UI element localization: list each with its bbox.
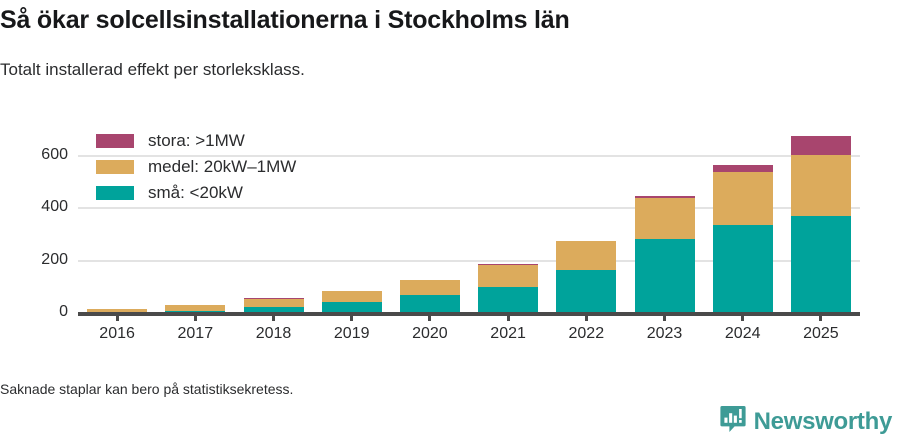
bar-segment-large[interactable] <box>243 298 304 300</box>
x-axis-tick-label: 2022 <box>568 325 605 342</box>
x-axis-tick-mark <box>350 312 354 321</box>
x-axis-tick-label: 2016 <box>99 325 135 342</box>
legend-item-medium[interactable]: medel: 20kW–1MW <box>96 154 296 180</box>
x-axis-tick-mark <box>115 312 119 321</box>
bar-segment-medium[interactable] <box>321 290 382 303</box>
bar-segment-medium[interactable] <box>165 305 226 311</box>
x-axis-baseline <box>78 312 860 316</box>
y-axis-tick-label: 200 <box>41 250 68 268</box>
page-title: Så ökar solcellsinstallationerna i Stock… <box>0 6 570 34</box>
gridline <box>78 259 860 262</box>
bar-segment-large[interactable] <box>634 196 695 199</box>
bar-group[interactable] <box>165 305 226 312</box>
x-axis-tick-mark <box>584 312 588 321</box>
legend-label: stora: >1MW <box>148 131 245 150</box>
bar-segment-medium[interactable] <box>556 241 617 271</box>
legend-swatch-medium <box>96 160 134 174</box>
bar-segment-medium[interactable] <box>87 308 148 312</box>
bar-segment-small[interactable] <box>634 239 695 312</box>
x-axis-tick-label: 2019 <box>333 325 370 342</box>
legend-item-small[interactable]: små: <20kW <box>96 180 296 206</box>
x-axis-tick-label: 2024 <box>724 325 761 342</box>
footnote: Saknade staplar kan bero på statistiksek… <box>0 381 294 397</box>
bar-segment-small[interactable] <box>321 302 382 312</box>
x-axis-tick-label: 2025 <box>803 325 839 342</box>
bar-segment-large[interactable] <box>478 263 539 265</box>
stacked-bar-chart: 0 200 400 600 2016 2017 2018 2019 2020 2021 2022 2… <box>0 110 900 365</box>
x-axis-tick-label: 2020 <box>412 325 448 342</box>
bar-segment-medium[interactable] <box>243 299 304 307</box>
bar-segment-medium[interactable] <box>478 264 539 287</box>
bar-group[interactable] <box>87 308 148 312</box>
bar-segment-small[interactable] <box>478 286 539 312</box>
bar-segment-medium[interactable] <box>634 198 695 240</box>
bar-group[interactable] <box>556 241 617 312</box>
newsworthy-brand: Newsworthy <box>720 405 892 438</box>
bar-group[interactable] <box>399 279 460 312</box>
bar-group[interactable] <box>321 290 382 312</box>
bar-segment-small[interactable] <box>712 224 773 312</box>
y-axis-tick-label: 400 <box>41 198 68 216</box>
x-axis-tick-label: 2018 <box>255 325 292 342</box>
newsworthy-wordmark: Newsworthy <box>753 407 893 435</box>
x-axis-tick-mark <box>819 312 823 321</box>
legend-item-large[interactable]: stora: >1MW <box>96 128 296 154</box>
x-axis-tick-mark <box>272 312 275 321</box>
x-axis-tick-label: 2021 <box>490 325 526 342</box>
bar-group[interactable] <box>634 196 695 312</box>
chart-legend: stora: >1MW medel: 20kW–1MW små: <20kW <box>96 128 296 206</box>
bar-group[interactable] <box>790 136 851 312</box>
bar-segment-small[interactable] <box>399 295 460 312</box>
legend-swatch-small <box>96 186 134 200</box>
x-axis-tick-mark <box>741 312 745 321</box>
bar-segment-medium[interactable] <box>712 171 773 225</box>
bar-segment-small[interactable] <box>165 310 226 312</box>
page-subtitle: Totalt installerad effekt per storlekskl… <box>0 60 305 79</box>
bar-segment-small[interactable] <box>243 306 304 312</box>
legend-swatch-large <box>96 134 134 148</box>
y-axis-tick-label: 600 <box>41 146 68 164</box>
bar-segment-large[interactable] <box>712 165 773 172</box>
y-axis-tick-label: 0 <box>59 303 68 320</box>
x-axis-tick-mark <box>663 312 666 321</box>
x-axis-tick-label: 2017 <box>177 325 214 342</box>
bar-segment-small[interactable] <box>790 216 851 312</box>
bar-segment-medium[interactable] <box>399 279 460 296</box>
gridline <box>78 207 860 210</box>
x-axis-tick-mark <box>193 312 197 321</box>
x-axis-tick-label: 2023 <box>646 325 683 342</box>
legend-label: medel: 20kW–1MW <box>148 157 297 176</box>
gridline <box>78 155 860 158</box>
bar-group[interactable] <box>478 263 539 312</box>
x-axis-tick-mark <box>428 312 432 321</box>
bar-group[interactable] <box>243 298 304 312</box>
bar-segment-large[interactable] <box>790 136 851 156</box>
bar-group[interactable] <box>712 165 773 312</box>
bar-segment-medium[interactable] <box>790 155 851 217</box>
legend-label: små: <20kW <box>148 183 243 202</box>
x-axis-tick-mark <box>506 312 510 321</box>
bar-segment-small[interactable] <box>556 270 617 312</box>
newsworthy-bar-chart-bubble-icon <box>720 405 746 438</box>
